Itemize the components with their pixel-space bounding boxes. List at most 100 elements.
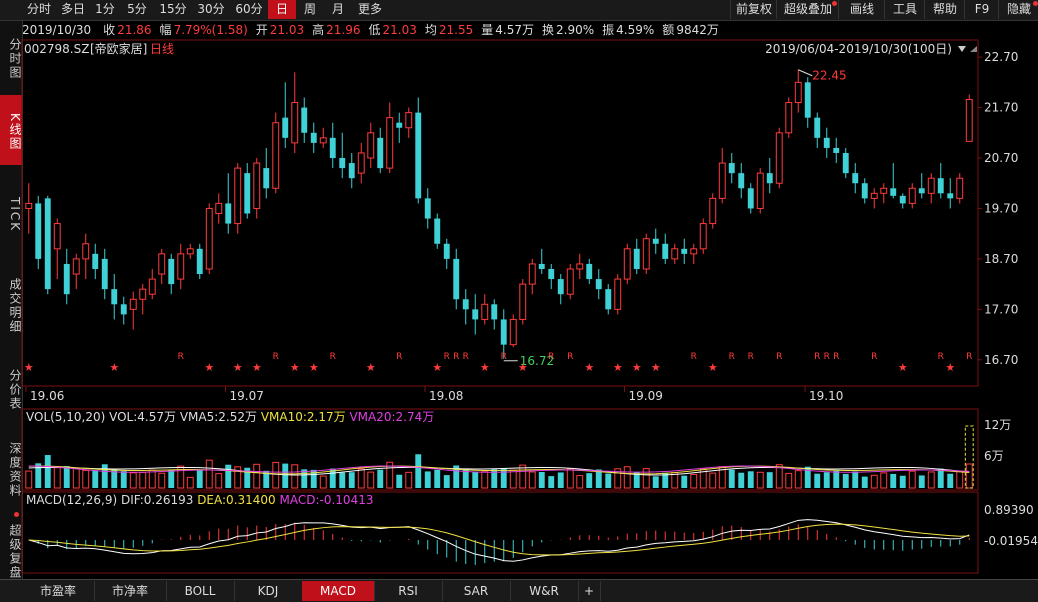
event-marker-star[interactable]: ★ [204,361,214,374]
tab-0[interactable]: 分时 [26,2,51,16]
tab-10[interactable]: 更多 [357,2,382,16]
toolbar-2[interactable]: 画线 [838,0,885,19]
tab-4[interactable]: 15分 [159,2,187,16]
tab-5[interactable]: 30分 [197,2,225,16]
event-marker-r[interactable]: R [453,352,459,362]
event-marker-star[interactable]: ★ [651,361,661,374]
event-marker-r[interactable]: R [501,352,507,362]
tab-1[interactable]: 多日 [60,2,85,16]
tab-6[interactable]: 60分 [235,2,263,16]
event-marker-r[interactable]: R [814,352,820,362]
candle [339,132,346,179]
event-marker-r[interactable]: R [548,352,554,362]
max-pointer [798,69,813,77]
event-marker-r[interactable]: R [691,352,697,362]
event-marker-r[interactable]: R [330,352,336,362]
candle [605,284,612,315]
left-tab-6[interactable]: 超级复盘 [8,524,22,580]
indicator-tab-6[interactable]: SAR [442,581,511,601]
event-marker-star[interactable]: ★ [366,361,376,374]
event-marker-r[interactable]: R [463,352,469,362]
tab-3[interactable]: 5分 [127,2,147,16]
event-marker-star[interactable]: ★ [290,361,300,374]
volume-bar [947,473,954,488]
indicator-tab-7[interactable]: W&R [510,581,579,601]
event-marker-star[interactable]: ★ [252,361,262,374]
volume-bar [53,467,61,489]
dropdown-icon[interactable] [958,46,966,52]
event-marker-star[interactable]: ★ [480,361,490,374]
volume-bar [405,471,413,489]
indicator-tab-3[interactable]: KDJ [234,581,303,601]
event-marker-star[interactable]: ★ [432,361,442,374]
volume-bar [690,473,698,489]
toolbar-3[interactable]: 工具 [884,0,925,19]
event-marker-star[interactable]: ★ [24,361,34,374]
toolbar-6[interactable]: 隐藏 [998,0,1038,19]
event-marker-r[interactable]: R [833,352,839,362]
candle [291,72,299,153]
left-tab-2[interactable]: TICK [8,197,22,233]
event-marker-r[interactable]: R [776,352,782,362]
volume-bar [310,469,317,488]
candle [386,102,394,174]
left-tab-3[interactable]: 成交明细 [8,278,22,334]
event-marker-star[interactable]: ★ [518,361,528,374]
tab-2[interactable]: 1分 [95,2,115,16]
volume-bar [481,471,489,489]
volume-bar [557,472,564,488]
indicator-tab-5[interactable]: RSI [374,581,443,601]
event-marker-r[interactable]: R [444,352,450,362]
tab-8[interactable]: 周 [303,2,316,16]
tab-9[interactable]: 月 [331,2,344,16]
indicator-tab-8[interactable]: + [578,581,601,601]
event-marker-r[interactable]: R [396,352,402,362]
volume-bar [386,461,394,489]
event-marker-r[interactable]: R [966,352,972,362]
event-marker-star[interactable]: ★ [708,361,718,374]
candle [681,238,688,264]
event-marker-star[interactable]: ★ [613,361,623,374]
toolbar-5[interactable]: F9 [964,0,999,19]
info-item: 振 [602,23,615,37]
event-marker-r[interactable]: R [748,352,754,362]
indicator-tab-4[interactable]: MACD [302,581,375,601]
tab-7[interactable]: 日 [268,0,296,19]
volume-bar [443,475,450,488]
event-marker-r[interactable]: R [938,352,944,362]
candle [690,243,698,264]
candle [842,147,849,179]
event-marker-r[interactable]: R [273,352,279,362]
event-marker-r[interactable]: R [729,352,735,362]
left-tab-4[interactable]: 分价表 [8,369,22,411]
event-marker-star[interactable]: ★ [233,361,243,374]
left-tab-1[interactable]: K线图 [0,95,22,165]
event-marker-star[interactable]: ★ [898,361,908,374]
event-marker-r[interactable]: R [824,352,830,362]
info-item: 4.57万 [495,23,535,37]
toolbar-4[interactable]: 帮助 [924,0,965,19]
volume-bar [566,468,574,489]
indicator-tab-1[interactable]: 市净率 [94,581,167,601]
event-marker-star[interactable]: ★ [945,361,955,374]
volume-bar [642,468,650,489]
toolbar-1[interactable]: 超级叠加 [776,0,839,19]
left-tab-0[interactable]: 分时图 [8,38,22,80]
left-tab-5[interactable]: 深度资料 [8,442,22,498]
event-marker-r[interactable]: R [178,352,184,362]
event-marker-r[interactable]: R [567,352,573,362]
indicator-tab-0[interactable]: 市盈率 [22,581,95,601]
volume-bar [890,473,897,488]
candle [357,142,365,184]
candle [196,243,203,280]
event-marker-star[interactable]: ★ [309,361,319,374]
event-marker-star[interactable]: ★ [584,361,594,374]
event-marker-star[interactable]: ★ [632,361,642,374]
resize-icon[interactable] [970,46,977,52]
event-marker-r[interactable]: R [871,352,877,362]
event-marker-star[interactable]: ★ [109,361,119,374]
volume-bar [92,470,99,488]
toolbar-0[interactable]: 前复权 [730,0,777,19]
indicator-tab-2[interactable]: BOLL [166,581,235,601]
